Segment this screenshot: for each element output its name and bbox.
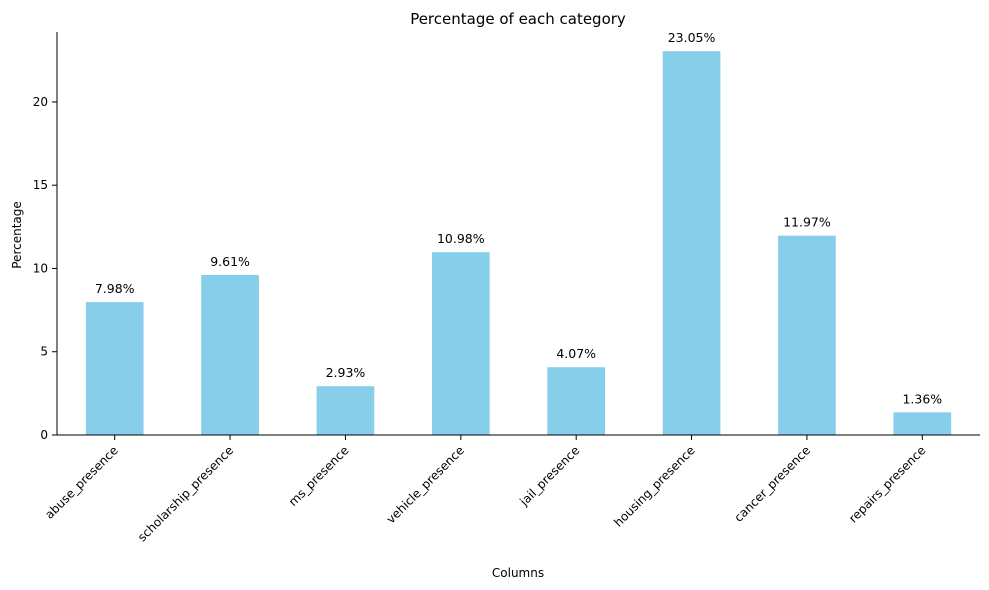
- y-axis: 0 5 10 15 20: [33, 95, 57, 442]
- y-tick-label-5: 5: [40, 345, 48, 359]
- bar-abuse_presence: [85, 302, 144, 435]
- y-tick-label-20: 20: [33, 95, 48, 109]
- x-tick-label-abuse_presence: abuse_presence: [42, 443, 121, 522]
- data-label-abuse_presence: 7.98%: [95, 281, 135, 296]
- bar-housing_presence: [662, 51, 721, 436]
- x-tick-label-repairs_presence: repairs_presence: [846, 443, 928, 525]
- data-label-jail_presence: 4.07%: [556, 346, 596, 361]
- y-tick-label-0: 0: [40, 428, 48, 442]
- data-label-cancer_presence: 11.97%: [783, 215, 831, 230]
- bar-repairs_presence: [893, 412, 952, 435]
- data-label-housing_presence: 23.05%: [668, 30, 716, 45]
- data-label-repairs_presence: 1.36%: [902, 391, 942, 406]
- bar-scholarship_presence: [201, 274, 259, 435]
- y-tick-label-15: 15: [33, 178, 48, 192]
- bar-vehicle_presence: [431, 252, 490, 435]
- y-tick-label-10: 10: [33, 261, 48, 275]
- data-labels-group: 7.98% 9.61% 2.93% 10.98% 4.07% 23.05% 11.97% 1.…: [95, 30, 942, 406]
- y-axis-label: Percentage: [10, 201, 24, 269]
- x-tick-label-vehicle_presence: vehicle_presence: [384, 443, 467, 526]
- bars-group: [85, 51, 952, 436]
- x-tick-label-jail_presence: jail_presence: [516, 443, 582, 509]
- bar-cancer_presence: [778, 235, 836, 435]
- x-tick-label-ms_presence: ms_presence: [286, 443, 352, 509]
- bar-ms_presence: [316, 386, 375, 435]
- x-axis: abuse_presence scholarship_presence ms_pre…: [42, 435, 928, 544]
- chart-title: Percentage of each category: [410, 10, 626, 28]
- x-tick-label-cancer_presence: cancer_presence: [731, 443, 813, 525]
- x-tick-label-housing_presence: housing_presence: [611, 443, 697, 529]
- x-tick-label-scholarship_presence: scholarship_presence: [135, 443, 236, 544]
- bar-jail_presence: [547, 367, 606, 435]
- data-label-scholarship_presence: 9.61%: [210, 254, 250, 269]
- x-axis-label: Columns: [492, 566, 544, 580]
- data-label-vehicle_presence: 10.98%: [437, 231, 485, 246]
- data-label-ms_presence: 2.93%: [326, 365, 366, 380]
